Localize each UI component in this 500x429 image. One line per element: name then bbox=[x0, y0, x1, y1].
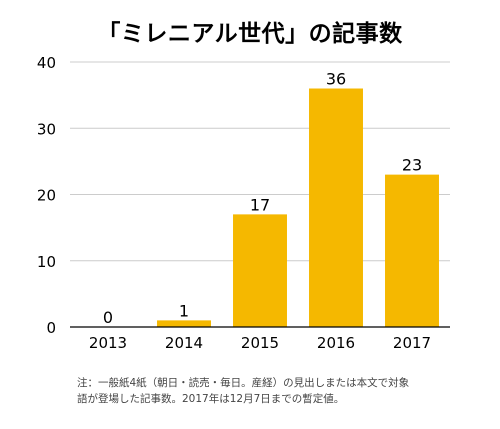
footnote: 注：一般紙4紙（朝日・読売・毎日。産経）の見出しまたは本文で対象 語が登場した記… bbox=[77, 375, 477, 407]
data-label: 0 bbox=[103, 308, 113, 327]
footnote-line-2: 語が登場した記事数。2017年は12月7日までの暫定値。 bbox=[77, 393, 345, 405]
x-tick-label: 2013 bbox=[89, 334, 127, 352]
data-label: 36 bbox=[326, 70, 346, 89]
x-tick-label: 2017 bbox=[393, 334, 431, 352]
x-tick-label: 2014 bbox=[165, 334, 203, 352]
y-tick-label: 10 bbox=[37, 253, 56, 271]
footnote-line-1: 注：一般紙4紙（朝日・読売・毎日。産経）の見出しまたは本文で対象 bbox=[77, 377, 410, 389]
bar bbox=[233, 214, 287, 327]
y-tick-label: 40 bbox=[37, 54, 56, 72]
data-label: 17 bbox=[250, 195, 270, 214]
chart-title: 「ミレニアル世代」の記事数 bbox=[97, 21, 403, 47]
y-tick-label: 0 bbox=[46, 319, 56, 337]
x-axis-tick-labels: 2013 2014 2015 2016 2017 bbox=[89, 334, 431, 352]
data-label: 1 bbox=[179, 301, 189, 320]
bar bbox=[385, 174, 439, 327]
x-tick-label: 2016 bbox=[317, 334, 355, 352]
bars bbox=[157, 88, 439, 327]
bar bbox=[157, 320, 211, 327]
bar bbox=[309, 88, 363, 327]
x-tick-label: 2015 bbox=[241, 334, 279, 352]
data-label: 23 bbox=[402, 156, 422, 175]
y-tick-label: 30 bbox=[37, 120, 56, 138]
y-axis-tick-labels: 0 10 20 30 40 bbox=[37, 54, 56, 337]
y-tick-label: 20 bbox=[37, 187, 56, 205]
data-labels: 0 1 17 36 23 bbox=[103, 70, 422, 328]
